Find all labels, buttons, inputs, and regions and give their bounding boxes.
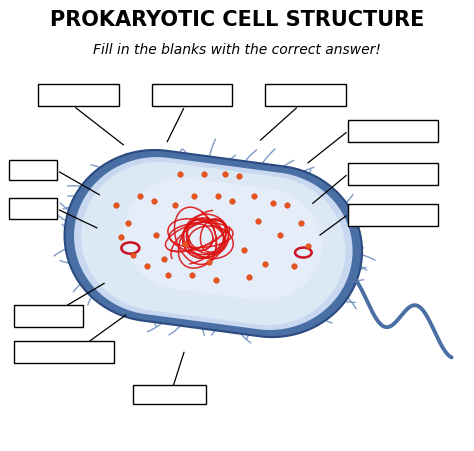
Polygon shape xyxy=(64,150,362,337)
FancyBboxPatch shape xyxy=(9,160,57,180)
FancyBboxPatch shape xyxy=(9,198,57,219)
FancyBboxPatch shape xyxy=(265,84,346,106)
Polygon shape xyxy=(124,178,322,300)
FancyBboxPatch shape xyxy=(152,84,232,106)
Text: Fill in the blanks with the correct answer!: Fill in the blanks with the correct answ… xyxy=(93,42,381,57)
FancyBboxPatch shape xyxy=(14,341,114,363)
FancyBboxPatch shape xyxy=(348,120,438,142)
FancyBboxPatch shape xyxy=(133,385,206,404)
FancyBboxPatch shape xyxy=(348,204,438,226)
Polygon shape xyxy=(81,162,346,325)
Text: PROKARYOTIC CELL STRUCTURE: PROKARYOTIC CELL STRUCTURE xyxy=(50,10,424,30)
Polygon shape xyxy=(74,157,353,330)
FancyBboxPatch shape xyxy=(348,163,438,185)
FancyBboxPatch shape xyxy=(14,305,83,327)
FancyBboxPatch shape xyxy=(38,84,118,106)
